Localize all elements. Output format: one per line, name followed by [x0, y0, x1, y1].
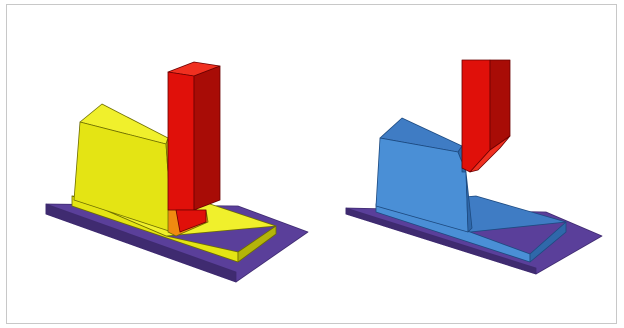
plate-edge-face [45, 203, 237, 283]
panel-before [45, 61, 309, 283]
r-front-face [175, 209, 207, 233]
r-side-face [489, 59, 511, 151]
cutting-tool-right [461, 59, 511, 173]
plate-edge-face [345, 207, 537, 275]
cutting-tool-left [167, 61, 221, 233]
r-top-face [469, 135, 511, 173]
r-side-face [193, 65, 221, 211]
y-side-face [237, 225, 277, 263]
panel-after [345, 59, 603, 275]
r-front-face [167, 71, 195, 211]
b-side-face [529, 221, 567, 263]
